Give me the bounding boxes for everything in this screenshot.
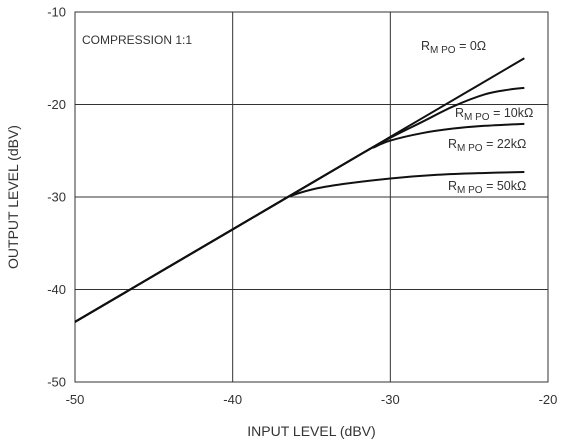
series-label-value: = 22kΩ [483, 137, 527, 151]
grid-lines [75, 12, 548, 382]
series-label-main: R [448, 179, 457, 193]
series-label-main: R [455, 106, 464, 120]
tick-labels: -50 -40 -30 -20 -10 -20 -30 -40 -50 [47, 5, 557, 408]
series-label-subscript: M PO [457, 185, 483, 196]
y-tick-label: -40 [47, 282, 66, 297]
series-line-3 [74, 171, 525, 323]
x-axis-label: INPUT LEVEL (dBV) [247, 423, 375, 439]
y-tick-label: -10 [47, 5, 66, 20]
series-label-main: R [448, 137, 457, 151]
x-tick-label: -40 [223, 392, 242, 407]
series-label-2: RM PO = 22kΩ [448, 137, 526, 154]
y-tick-label: -20 [47, 97, 66, 112]
series-label-value: = 10kΩ [490, 106, 534, 120]
series-label-subscript: M PO [430, 45, 456, 56]
series-lines [74, 57, 525, 323]
chart-annotation: COMPRESSION 1:1 [82, 33, 192, 47]
y-axis-label: OUTPUT LEVEL (dBV) [5, 125, 21, 269]
series-label-value: = 50kΩ [483, 179, 527, 193]
series-label-3: RM PO = 50kΩ [448, 179, 526, 196]
series-label-0: RM PO = 0Ω [421, 39, 486, 56]
x-tick-label: -30 [381, 392, 400, 407]
y-tick-label: -50 [47, 375, 66, 390]
y-tick-label: -30 [47, 190, 66, 205]
series-label-subscript: M PO [464, 112, 490, 123]
series-label-main: R [421, 39, 430, 53]
series-label-1: RM PO = 10kΩ [455, 106, 533, 123]
x-tick-label: -20 [539, 392, 558, 407]
series-label-subscript: M PO [457, 143, 483, 154]
x-tick-label: -50 [66, 392, 85, 407]
series-label-value: = 0Ω [456, 39, 487, 53]
